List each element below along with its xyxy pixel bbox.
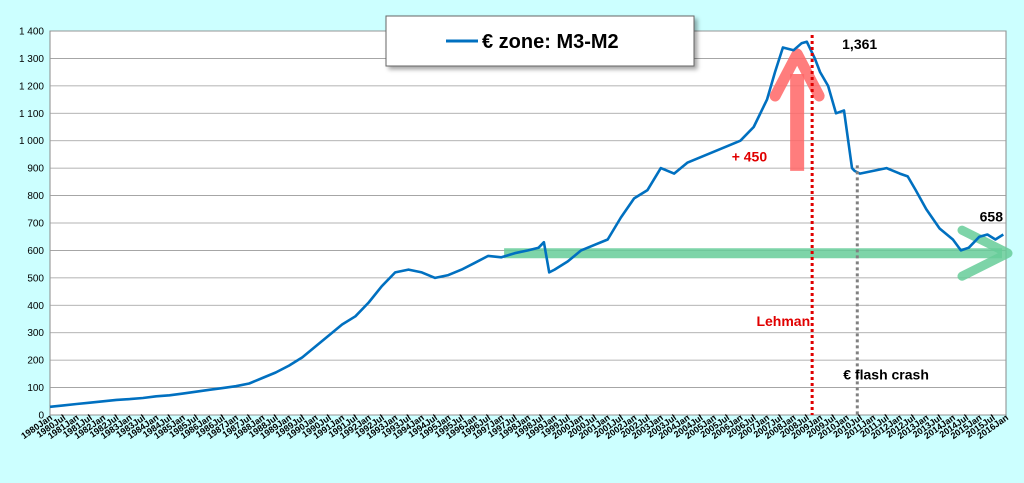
flash-crash-label: € flash crash — [843, 366, 929, 382]
y-tick-label: 1 100 — [19, 109, 44, 120]
y-tick-label: 900 — [27, 164, 44, 175]
y-tick-label: 300 — [27, 328, 44, 339]
y-tick-label: 400 — [27, 301, 44, 312]
y-axis: 0 100 200 300 400 500 600 700 800 900 1 000 1 100 1 … — [19, 27, 44, 422]
increase-arrow-head — [769, 48, 825, 102]
increase-label: + 450 — [732, 148, 768, 164]
y-tick-label: 500 — [27, 273, 44, 284]
y-tick-label: 200 — [27, 356, 44, 367]
legend: € zone: M3-M2 — [385, 15, 695, 67]
y-tick-label: 0 — [38, 411, 44, 422]
y-tick-label: 800 — [27, 191, 44, 202]
x-axis: 1980Jan1980Jul1981Jan1981Jul1982Jan1982J… — [19, 412, 1010, 441]
y-tick-label: 1 300 — [19, 54, 44, 65]
y-tick-label: 700 — [27, 219, 44, 230]
y-tick-label: 600 — [27, 246, 44, 257]
lehman-label: Lehman — [756, 313, 810, 329]
y-tick-label: 1 200 — [19, 81, 44, 92]
y-tick-label: 1 000 — [19, 136, 44, 147]
end-value-label: 658 — [980, 209, 1004, 225]
increase-arrow — [769, 48, 825, 171]
legend-label: € zone: M3-M2 — [482, 31, 619, 53]
y-tick-label: 1 400 — [19, 27, 44, 38]
series-line-m3-m2 — [49, 40, 1004, 409]
y-tick-label: 100 — [27, 383, 44, 394]
peak-value-label: 1,361 — [842, 36, 877, 52]
